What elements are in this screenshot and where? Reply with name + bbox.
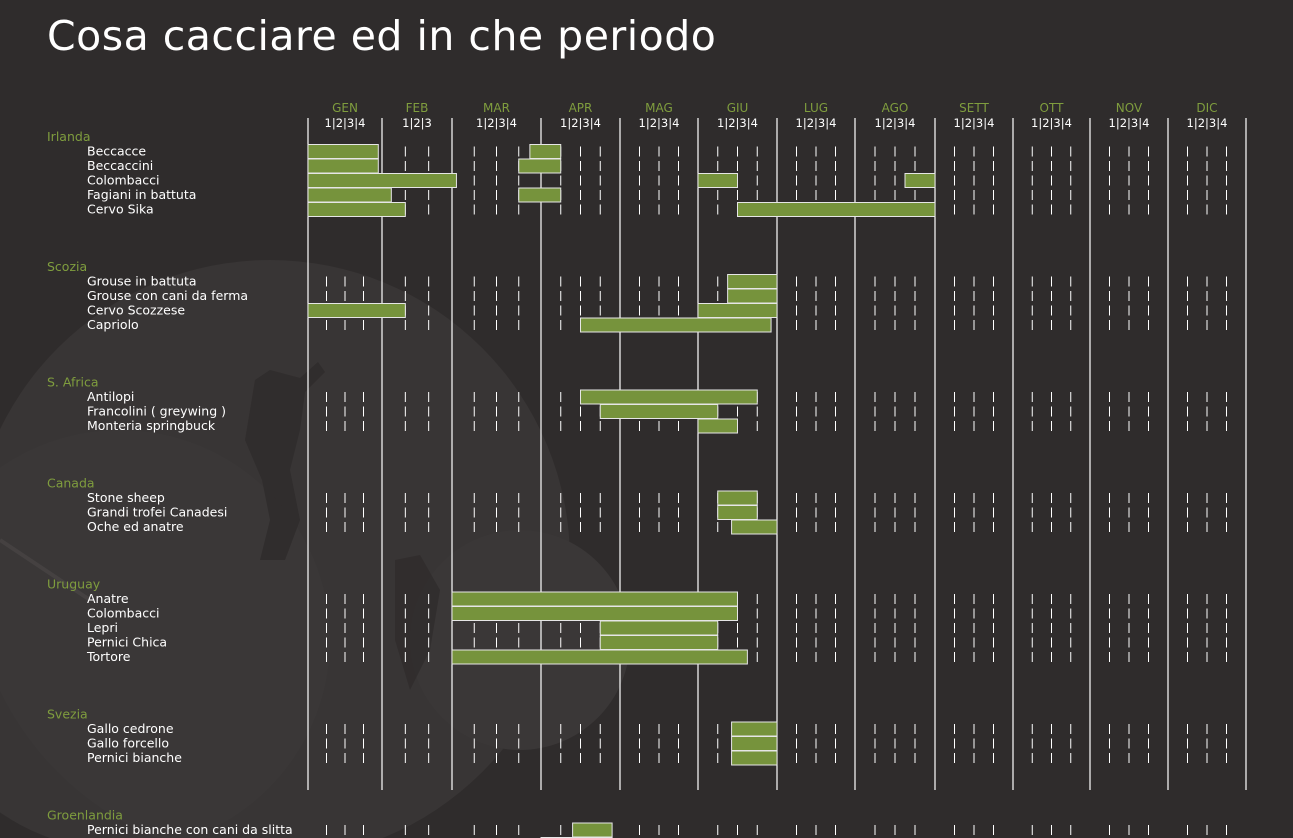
week-labels-mar: 1|2|3|4	[476, 116, 517, 130]
bar-2-2-0	[697, 418, 738, 434]
month-label-dic: DIC	[1196, 101, 1217, 115]
month-label-mag: MAG	[645, 101, 673, 115]
bar-0-0-1	[529, 144, 562, 159]
item-label-0-0: Beccacce	[87, 144, 146, 159]
week-labels-sett: 1|2|3|4	[954, 116, 995, 130]
month-label-ago: AGO	[882, 101, 909, 115]
bar-0-2-2	[904, 173, 936, 188]
week-labels-ago: 1|2|3|4	[875, 116, 916, 130]
bar-0-1-0	[307, 158, 379, 174]
bar-1-2-1	[697, 303, 778, 318]
group-label-1: Scozia	[47, 259, 87, 274]
bar-6-0-0	[572, 822, 613, 838]
group-label-0: Irlanda	[47, 129, 90, 144]
item-label-4-3: Pernici Chica	[87, 635, 167, 650]
item-label-0-4: Cervo Sika	[87, 202, 154, 217]
group-label-3: Canada	[47, 476, 95, 491]
week-labels-nov: 1|2|3|4	[1109, 116, 1150, 130]
page-title: Cosa cacciare ed in che periodo	[47, 12, 717, 60]
item-label-0-3: Fagiani in battuta	[87, 187, 196, 202]
item-label-2-0: Antilopi	[87, 389, 134, 404]
item-label-2-1: Francolini ( greywing )	[87, 404, 226, 419]
month-label-mar: MAR	[483, 101, 510, 115]
bar-0-3-1	[518, 187, 562, 203]
bar-3-1-0	[717, 505, 758, 520]
bar-1-2-0	[307, 303, 406, 318]
bar-0-2-1	[697, 173, 738, 188]
group-label-2: S. Africa	[47, 375, 99, 390]
month-label-sett: SETT	[959, 101, 989, 115]
bar-0-0-0	[307, 144, 379, 159]
month-label-giu: GIU	[727, 101, 749, 115]
item-label-5-1: Gallo forcello	[87, 736, 169, 751]
bar-5-1-0	[731, 736, 778, 751]
item-label-3-2: Oche ed anatre	[87, 519, 184, 534]
bar-2-0-0	[580, 389, 758, 405]
item-label-5-0: Gallo cedrone	[87, 721, 174, 736]
item-label-1-1: Grouse con cani da ferma	[87, 288, 248, 303]
bar-5-2-0	[731, 750, 778, 766]
bar-0-2-0	[307, 173, 457, 188]
bar-1-3-0	[580, 317, 772, 333]
week-labels-dic: 1|2|3|4	[1187, 116, 1228, 130]
week-labels-gen: 1|2|3|4	[325, 116, 366, 130]
item-label-4-0: Anatre	[87, 591, 129, 606]
month-label-gen: GEN	[332, 101, 358, 115]
bar-1-1-0	[727, 288, 778, 304]
bar-1-0-0	[727, 274, 778, 289]
item-label-4-1: Colombacci	[87, 606, 160, 621]
bar-0-4-1	[737, 202, 936, 217]
week-labels-feb: 1|2|3	[402, 116, 432, 130]
group-label-6: Groenlandia	[47, 808, 123, 823]
bar-0-4-0	[307, 202, 406, 217]
bar-3-0-0	[717, 490, 758, 506]
item-label-0-2: Colombacci	[87, 173, 160, 188]
item-label-5-2: Pernici bianche	[87, 750, 182, 765]
bar-4-4-0	[451, 649, 748, 665]
item-label-0-1: Beccaccini	[87, 158, 153, 173]
bar-0-1-1	[518, 158, 562, 174]
item-label-4-4: Tortore	[86, 649, 131, 664]
bar-2-1-0	[599, 404, 719, 419]
item-label-6-0: Pernici bianche con cani da slitta	[87, 822, 293, 837]
month-label-nov: NOV	[1116, 101, 1143, 115]
item-label-1-3: Capriolo	[87, 317, 139, 332]
item-label-1-0: Grouse in battuta	[87, 274, 197, 289]
week-labels-mag: 1|2|3|4	[639, 116, 680, 130]
group-label-4: Uruguay	[47, 577, 101, 592]
month-label-lug: LUG	[804, 101, 828, 115]
month-label-feb: FEB	[406, 101, 429, 115]
item-label-3-1: Grandi trofei Canadesi	[87, 505, 227, 520]
item-label-6-1: Bue muschiato	[87, 837, 180, 838]
item-label-1-2: Cervo Scozzese	[87, 303, 185, 318]
week-labels-apr: 1|2|3|4	[560, 116, 601, 130]
item-label-4-2: Lepri	[87, 620, 118, 635]
bar-4-3-0	[599, 635, 719, 650]
bar-3-2-0	[731, 519, 778, 535]
month-label-apr: APR	[569, 101, 593, 115]
item-label-2-2: Monteria springbuck	[87, 418, 216, 433]
month-label-ott: OTT	[1040, 101, 1065, 115]
bar-4-1-0	[451, 606, 738, 621]
week-labels-lug: 1|2|3|4	[796, 116, 837, 130]
item-label-3-0: Stone sheep	[87, 490, 165, 505]
bar-4-2-0	[599, 620, 719, 636]
group-label-5: Svezia	[47, 707, 88, 722]
bar-0-3-0	[307, 187, 392, 203]
bar-4-0-0	[451, 591, 738, 607]
bar-5-0-0	[731, 721, 778, 737]
week-labels-giu: 1|2|3|4	[717, 116, 758, 130]
week-labels-ott: 1|2|3|4	[1031, 116, 1072, 130]
